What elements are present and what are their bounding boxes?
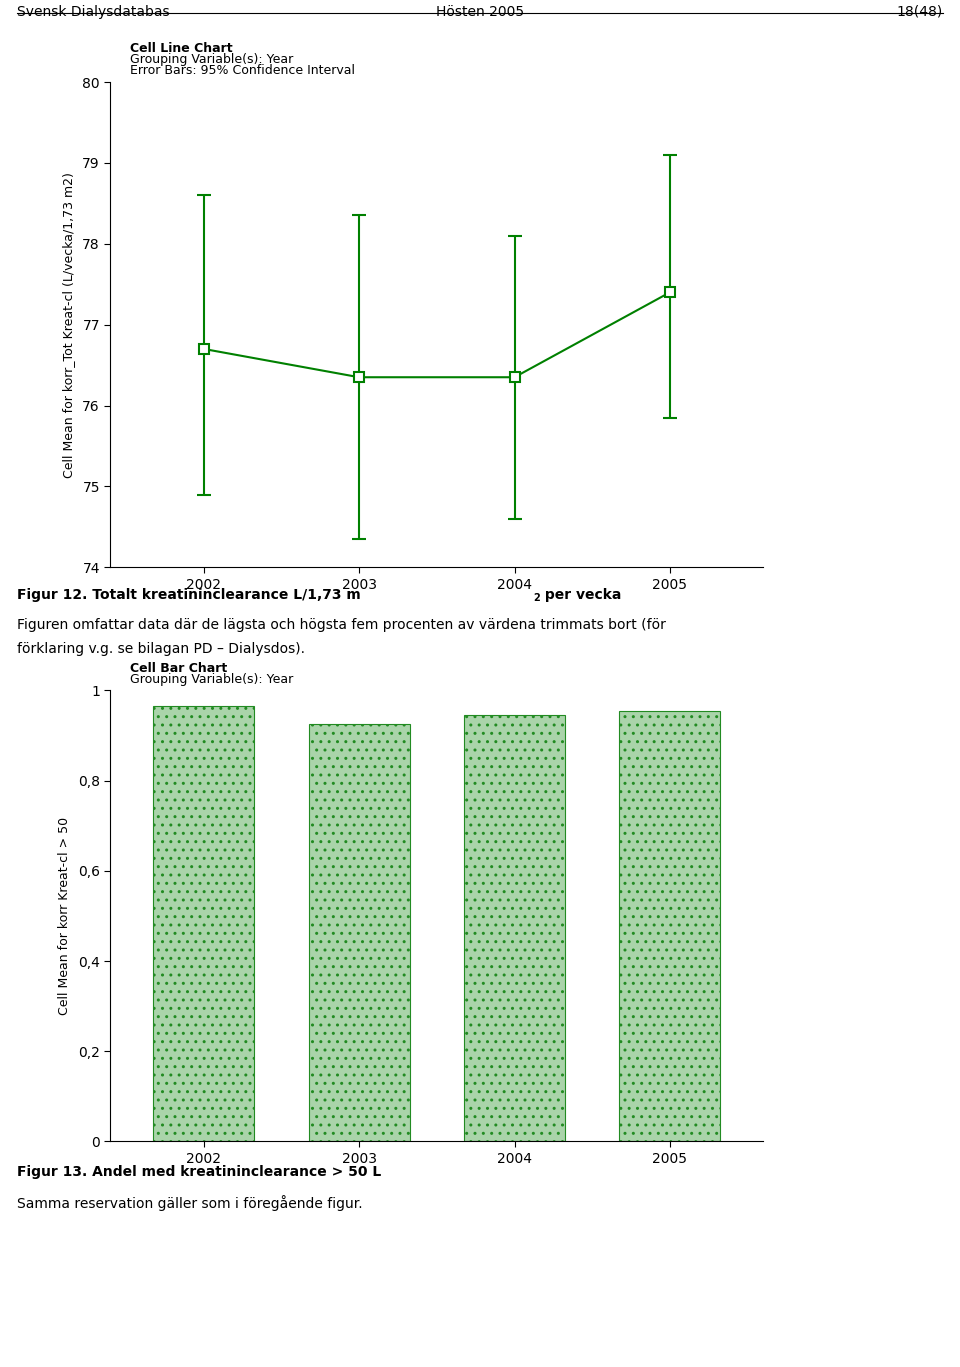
Text: Svensk Dialysdatabas: Svensk Dialysdatabas xyxy=(17,4,170,19)
Bar xyxy=(619,711,720,1141)
Text: förklaring v.g. se bilagan PD – Dialysdos).: förklaring v.g. se bilagan PD – Dialysdo… xyxy=(17,642,305,656)
Text: Figuren omfattar data där de lägsta och högsta fem procenten av värdena trimmats: Figuren omfattar data där de lägsta och … xyxy=(17,618,666,632)
Text: per vecka: per vecka xyxy=(540,588,621,601)
Y-axis label: Cell Mean for korr Kreat-cl > 50: Cell Mean for korr Kreat-cl > 50 xyxy=(58,817,71,1014)
Text: Cell Line Chart: Cell Line Chart xyxy=(130,41,232,55)
Text: 18(48): 18(48) xyxy=(897,4,943,19)
Text: Cell Bar Chart: Cell Bar Chart xyxy=(130,662,227,675)
Bar xyxy=(464,715,565,1141)
Text: Error Bars: 95% Confidence Interval: Error Bars: 95% Confidence Interval xyxy=(130,63,354,77)
Text: Figur 12. Totalt kreatininclearance L/1,73 m: Figur 12. Totalt kreatininclearance L/1,… xyxy=(17,588,361,601)
Text: Figur 13. Andel med kreatininclearance > 50 L: Figur 13. Andel med kreatininclearance >… xyxy=(17,1165,381,1178)
Text: Hösten 2005: Hösten 2005 xyxy=(436,4,524,19)
Bar xyxy=(308,725,410,1141)
Bar xyxy=(154,707,254,1141)
Text: Samma reservation gäller som i föregående figur.: Samma reservation gäller som i föregåend… xyxy=(17,1195,363,1211)
Y-axis label: Cell Mean for korr_Tot Kreat-cl (L/vecka/1,73 m2): Cell Mean for korr_Tot Kreat-cl (L/vecka… xyxy=(62,172,76,477)
Text: 2: 2 xyxy=(533,593,540,603)
Text: Grouping Variable(s): Year: Grouping Variable(s): Year xyxy=(130,673,293,686)
Text: Grouping Variable(s): Year: Grouping Variable(s): Year xyxy=(130,52,293,66)
